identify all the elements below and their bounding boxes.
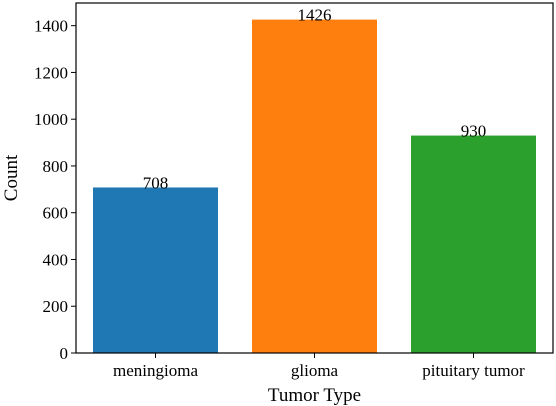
data-label: 708 [143,173,169,192]
y-tick-label: 1000 [34,110,68,129]
y-tick-label: 400 [43,250,69,269]
y-axis-label: Count [1,154,22,201]
data-label: 930 [461,122,487,141]
y-tick-label: 1400 [34,17,68,36]
x-tick-label: meningioma [113,361,198,380]
y-axis-ticks: 0 200 400 600 800 1000 1200 1400 [34,17,76,363]
data-labels-group: 708 1426 930 [143,6,487,193]
y-tick-label: 800 [43,157,69,176]
x-tick-label: glioma [291,361,339,380]
x-axis-ticks: meningioma glioma pituitary tumor [113,353,525,380]
bar-pituitary-tumor [411,135,536,353]
x-tick-label: pituitary tumor [422,361,525,380]
y-tick-label: 600 [43,204,69,223]
y-tick-label: 1200 [34,63,68,82]
y-tick-label: 0 [60,344,69,363]
data-label: 1426 [298,6,332,25]
bars-group [93,19,536,354]
x-axis-label: Tumor Type [268,385,361,406]
y-tick-label: 200 [43,297,69,316]
bar-meningioma [93,187,218,353]
bar-glioma [252,19,377,354]
